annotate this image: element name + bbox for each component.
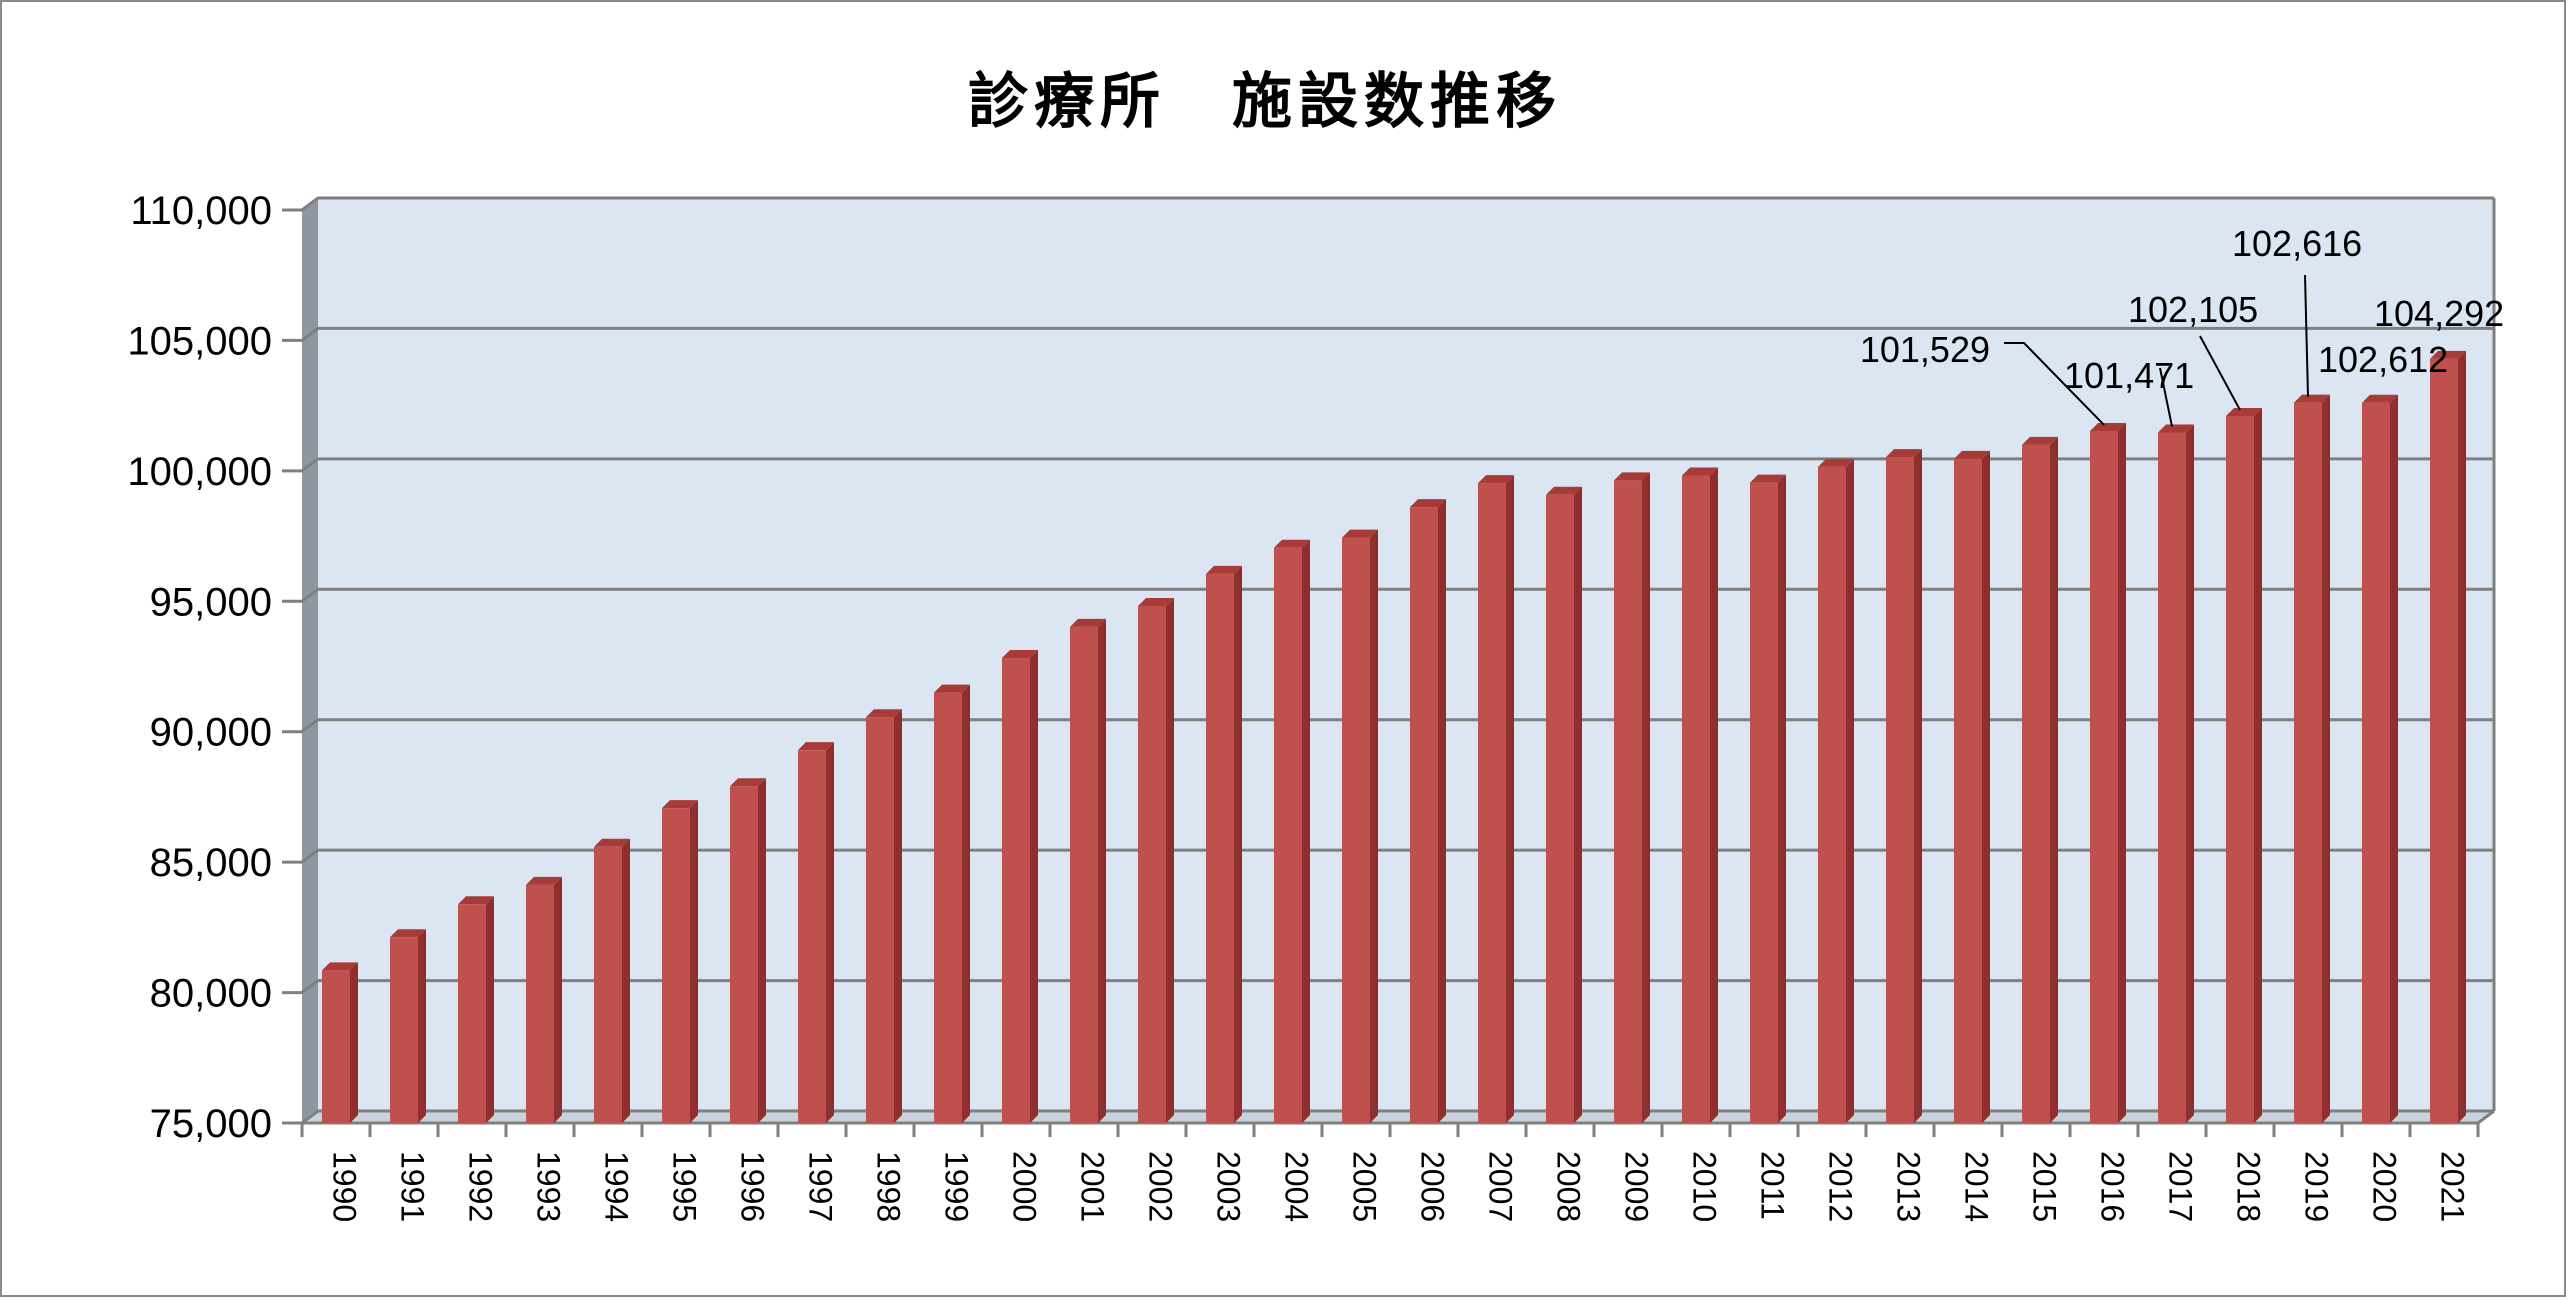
bar xyxy=(1614,472,1650,1123)
x-tick-label: 2018 xyxy=(2231,1151,2267,1222)
x-tick-label: 2012 xyxy=(1823,1151,1859,1222)
x-tick-label: 2002 xyxy=(1143,1151,1179,1222)
bar xyxy=(1342,529,1378,1123)
x-tick-label: 1997 xyxy=(803,1151,839,1222)
bar xyxy=(1274,539,1310,1123)
bar xyxy=(2022,436,2058,1123)
y-tick-label: 90,000 xyxy=(150,711,272,755)
data-label: 101,471 xyxy=(2064,355,2194,396)
gridline xyxy=(282,979,2494,995)
bar xyxy=(2090,422,2126,1124)
x-tick-label: 1992 xyxy=(463,1151,499,1222)
gridline xyxy=(282,326,2494,342)
leader-line xyxy=(2199,335,2241,411)
x-tick-label: 2008 xyxy=(1551,1151,1587,1222)
bar xyxy=(2226,407,2262,1123)
data-label: 102,105 xyxy=(2128,289,2258,330)
data-labels: 101,529 101,471 102,105 102,616 102,612 104,2… xyxy=(1860,223,2504,427)
gridline xyxy=(282,457,2494,473)
bar xyxy=(934,684,970,1123)
bar xyxy=(1478,475,1514,1123)
x-tick-label: 1993 xyxy=(531,1151,567,1222)
bar xyxy=(594,838,630,1123)
x-tick-label: 2017 xyxy=(2163,1151,2199,1222)
x-tick-label: 2021 xyxy=(2435,1151,2471,1222)
bar xyxy=(1206,565,1242,1123)
plot-floor xyxy=(302,1111,2494,1123)
bars xyxy=(322,350,2466,1124)
bar xyxy=(1002,650,1038,1123)
x-tick-label: 2000 xyxy=(1007,1151,1043,1222)
bar xyxy=(1070,618,1106,1123)
x-tick-label: 1995 xyxy=(667,1151,703,1222)
bar xyxy=(866,709,902,1123)
bar xyxy=(1138,598,1174,1123)
bar xyxy=(1954,450,1990,1123)
x-tick-label: 2009 xyxy=(1619,1151,1655,1222)
y-axis-ticks: 75,000 80,000 85,000 90,000 95,000 100,000 105… xyxy=(127,189,272,1146)
x-tick-label: 2016 xyxy=(2095,1151,2131,1222)
bar xyxy=(2430,350,2466,1124)
data-label: 102,616 xyxy=(2232,223,2362,264)
x-tick-label: 2019 xyxy=(2299,1151,2335,1222)
bar xyxy=(1410,499,1446,1124)
bar xyxy=(322,962,358,1123)
bar xyxy=(1682,467,1718,1123)
x-tick-label: 1994 xyxy=(599,1151,635,1222)
bar xyxy=(526,876,562,1123)
x-tick-label: 2004 xyxy=(1279,1151,1315,1222)
y-tick-label: 85,000 xyxy=(150,841,272,885)
y-tick-label: 80,000 xyxy=(150,972,272,1016)
leader-line xyxy=(2304,274,2309,397)
x-tick-label: 2006 xyxy=(1415,1151,1451,1222)
gridline xyxy=(282,848,2494,864)
x-tick-label: 2007 xyxy=(1483,1151,1519,1222)
x-tick-label: 1996 xyxy=(735,1151,771,1222)
bar xyxy=(1818,458,1854,1124)
gridline xyxy=(282,196,2494,212)
data-label: 102,612 xyxy=(2318,339,2448,380)
y-tick-label: 105,000 xyxy=(127,319,272,363)
x-tick-label: 2014 xyxy=(1959,1151,1995,1222)
bar xyxy=(1750,474,1786,1124)
bar xyxy=(730,778,766,1123)
x-tick-label: 2010 xyxy=(1687,1151,1723,1222)
x-tick-label: 2020 xyxy=(2367,1151,2403,1222)
bar xyxy=(662,800,698,1123)
gridline xyxy=(282,718,2494,734)
data-label: 101,529 xyxy=(1860,329,1990,370)
data-label: 104,292 xyxy=(2374,293,2504,334)
x-tick-label: 1998 xyxy=(871,1151,907,1222)
x-tick-label: 2013 xyxy=(1891,1151,1927,1222)
x-tick-label: 2015 xyxy=(2027,1151,2063,1222)
x-axis-ticks: 1990 1991 1992 1993 1994 1995 1996 1997 1998 1999… xyxy=(327,1151,2471,1222)
leader-line xyxy=(2004,342,2105,426)
x-tick-label: 2001 xyxy=(1075,1151,1111,1222)
x-tick-label: 2003 xyxy=(1211,1151,1247,1222)
x-tick-label: 1999 xyxy=(939,1151,975,1222)
x-tick-label: 1991 xyxy=(395,1151,431,1222)
x-tick-label: 1990 xyxy=(327,1151,363,1222)
bar xyxy=(2362,394,2398,1123)
leader-line xyxy=(2159,367,2173,427)
bar xyxy=(2294,394,2330,1123)
bar xyxy=(1886,449,1922,1124)
x-tick-label: 2005 xyxy=(1347,1151,1383,1222)
bar xyxy=(798,742,834,1123)
y-tick-label: 110,000 xyxy=(130,189,272,233)
gridline xyxy=(282,1109,2494,1125)
plot-side-wall xyxy=(302,198,318,1123)
y-tick-label: 100,000 xyxy=(127,450,272,494)
bar xyxy=(1546,486,1582,1124)
y-tick-label: 95,000 xyxy=(150,580,272,624)
chart-title: 診療所 施設数推移 xyxy=(968,67,1562,137)
y-tick-label: 75,000 xyxy=(150,1102,272,1146)
bar xyxy=(458,896,494,1123)
bar xyxy=(390,929,426,1123)
gridline xyxy=(282,587,2494,603)
bar xyxy=(2158,424,2194,1123)
x-tick-label: 2011 xyxy=(1755,1151,1791,1220)
